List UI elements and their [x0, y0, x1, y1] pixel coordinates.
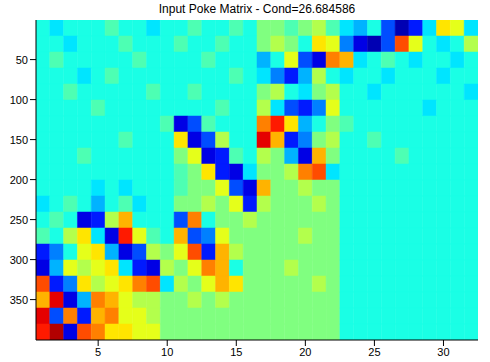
svg-text:150: 150	[10, 134, 28, 146]
svg-text:300: 300	[10, 254, 28, 266]
svg-text:250: 250	[10, 214, 28, 226]
svg-text:100: 100	[10, 94, 28, 106]
svg-text:20: 20	[299, 346, 311, 358]
html-text:Input Poke Matrix - Cond=26.68: Input Poke Matrix - Cond=26.684586	[158, 2, 356, 16]
svg-text:15: 15	[230, 346, 242, 358]
svg-text:50: 50	[16, 54, 28, 66]
svg-text:350: 350	[10, 294, 28, 306]
svg-text:30: 30	[437, 346, 449, 358]
svg-text:25: 25	[368, 346, 380, 358]
svg-text:200: 200	[10, 174, 28, 186]
svg-text:5: 5	[95, 346, 101, 358]
svg-text:10: 10	[161, 346, 173, 358]
